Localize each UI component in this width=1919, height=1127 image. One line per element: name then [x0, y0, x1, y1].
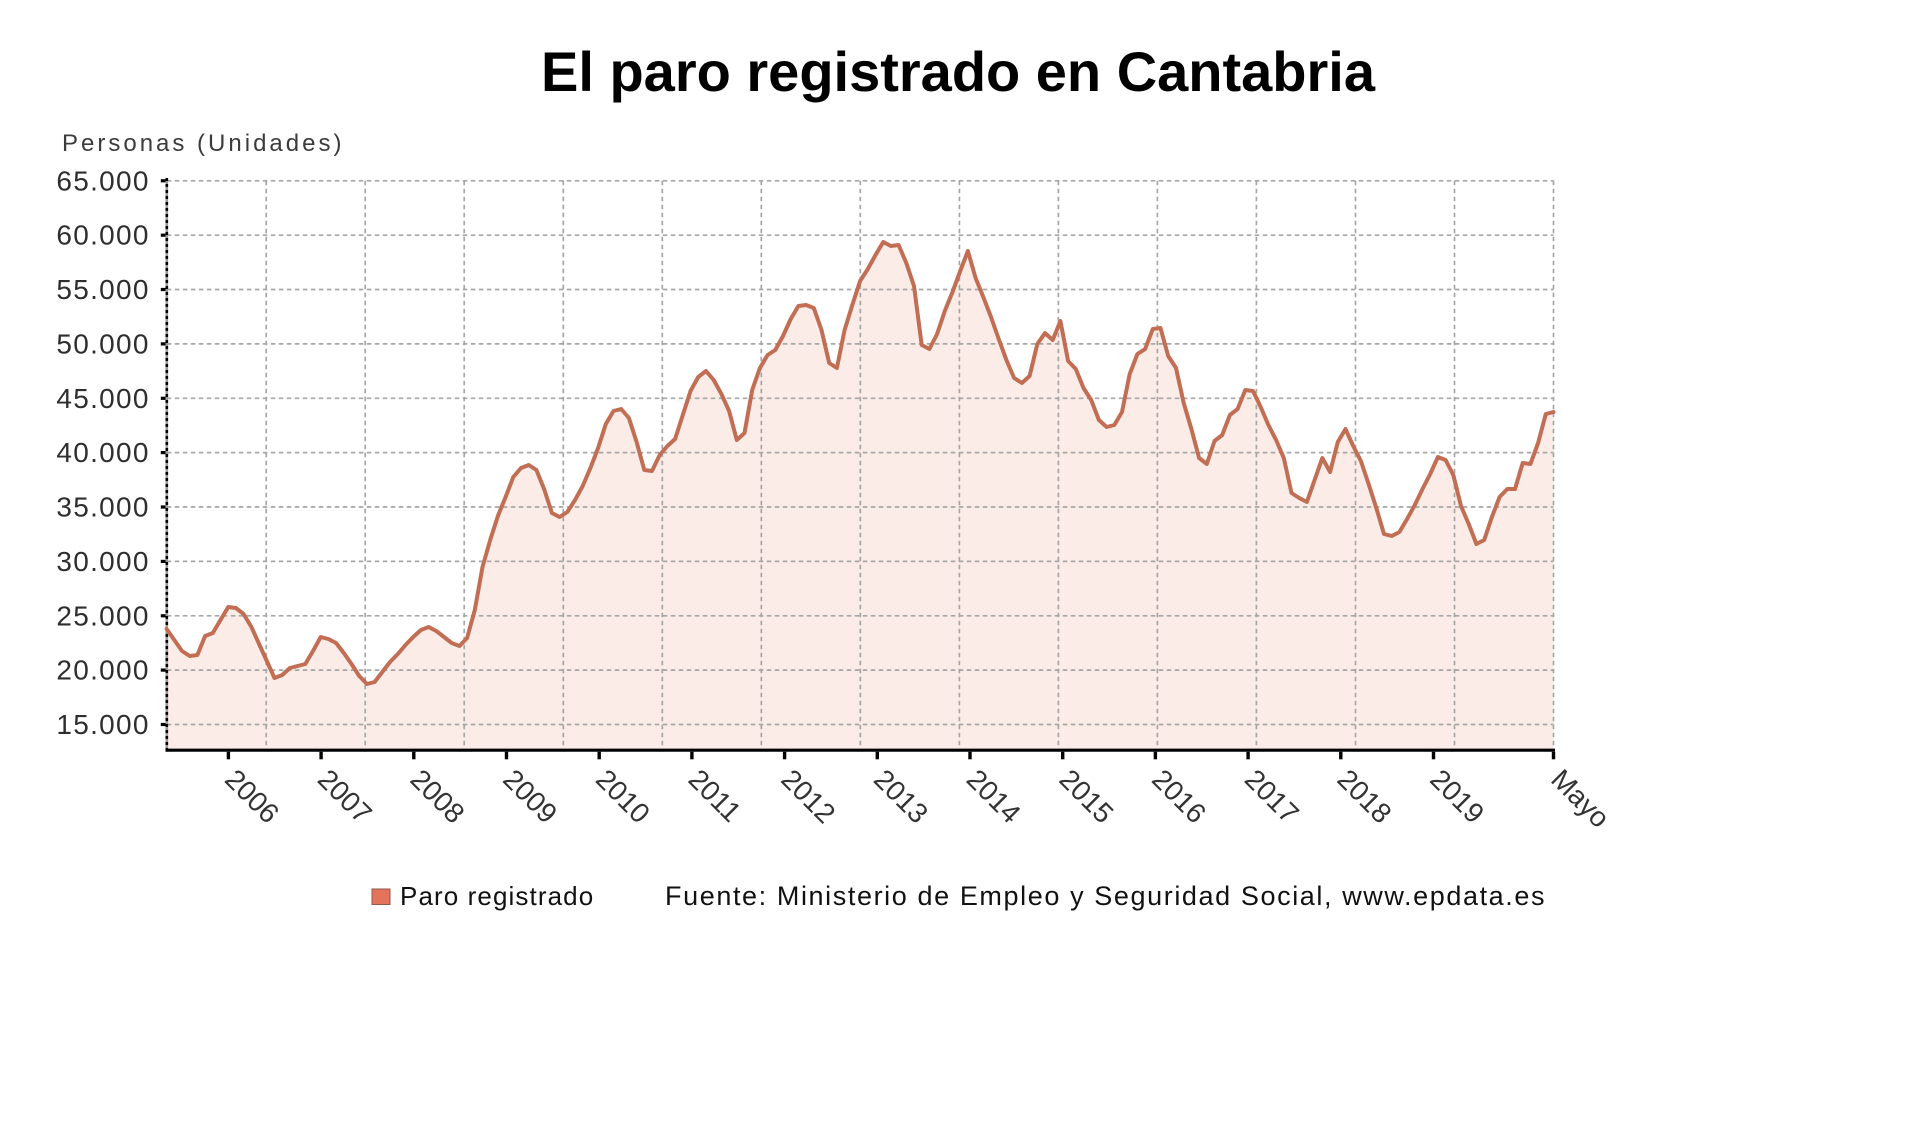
svg-text:Fuente: Ministerio de Empleo y: Fuente: Ministerio de Empleo y Seguridad… [665, 881, 1546, 911]
svg-text:20.000: 20.000 [56, 655, 149, 686]
svg-text:45.000: 45.000 [56, 383, 149, 414]
svg-text:Paro registrado: Paro registrado [400, 881, 594, 911]
svg-text:25.000: 25.000 [56, 600, 149, 631]
svg-text:30.000: 30.000 [56, 546, 149, 577]
svg-text:40.000: 40.000 [56, 437, 149, 468]
svg-text:50.000: 50.000 [56, 328, 149, 359]
svg-text:55.000: 55.000 [56, 274, 149, 305]
svg-text:65.000: 65.000 [56, 165, 149, 196]
svg-text:Personas (Unidades): Personas (Unidades) [62, 130, 344, 157]
svg-text:15.000: 15.000 [56, 709, 149, 740]
svg-text:El paro registrado en Cantabri: El paro registrado en Cantabria [541, 40, 1376, 103]
svg-text:35.000: 35.000 [56, 492, 149, 523]
svg-text:60.000: 60.000 [56, 220, 149, 251]
